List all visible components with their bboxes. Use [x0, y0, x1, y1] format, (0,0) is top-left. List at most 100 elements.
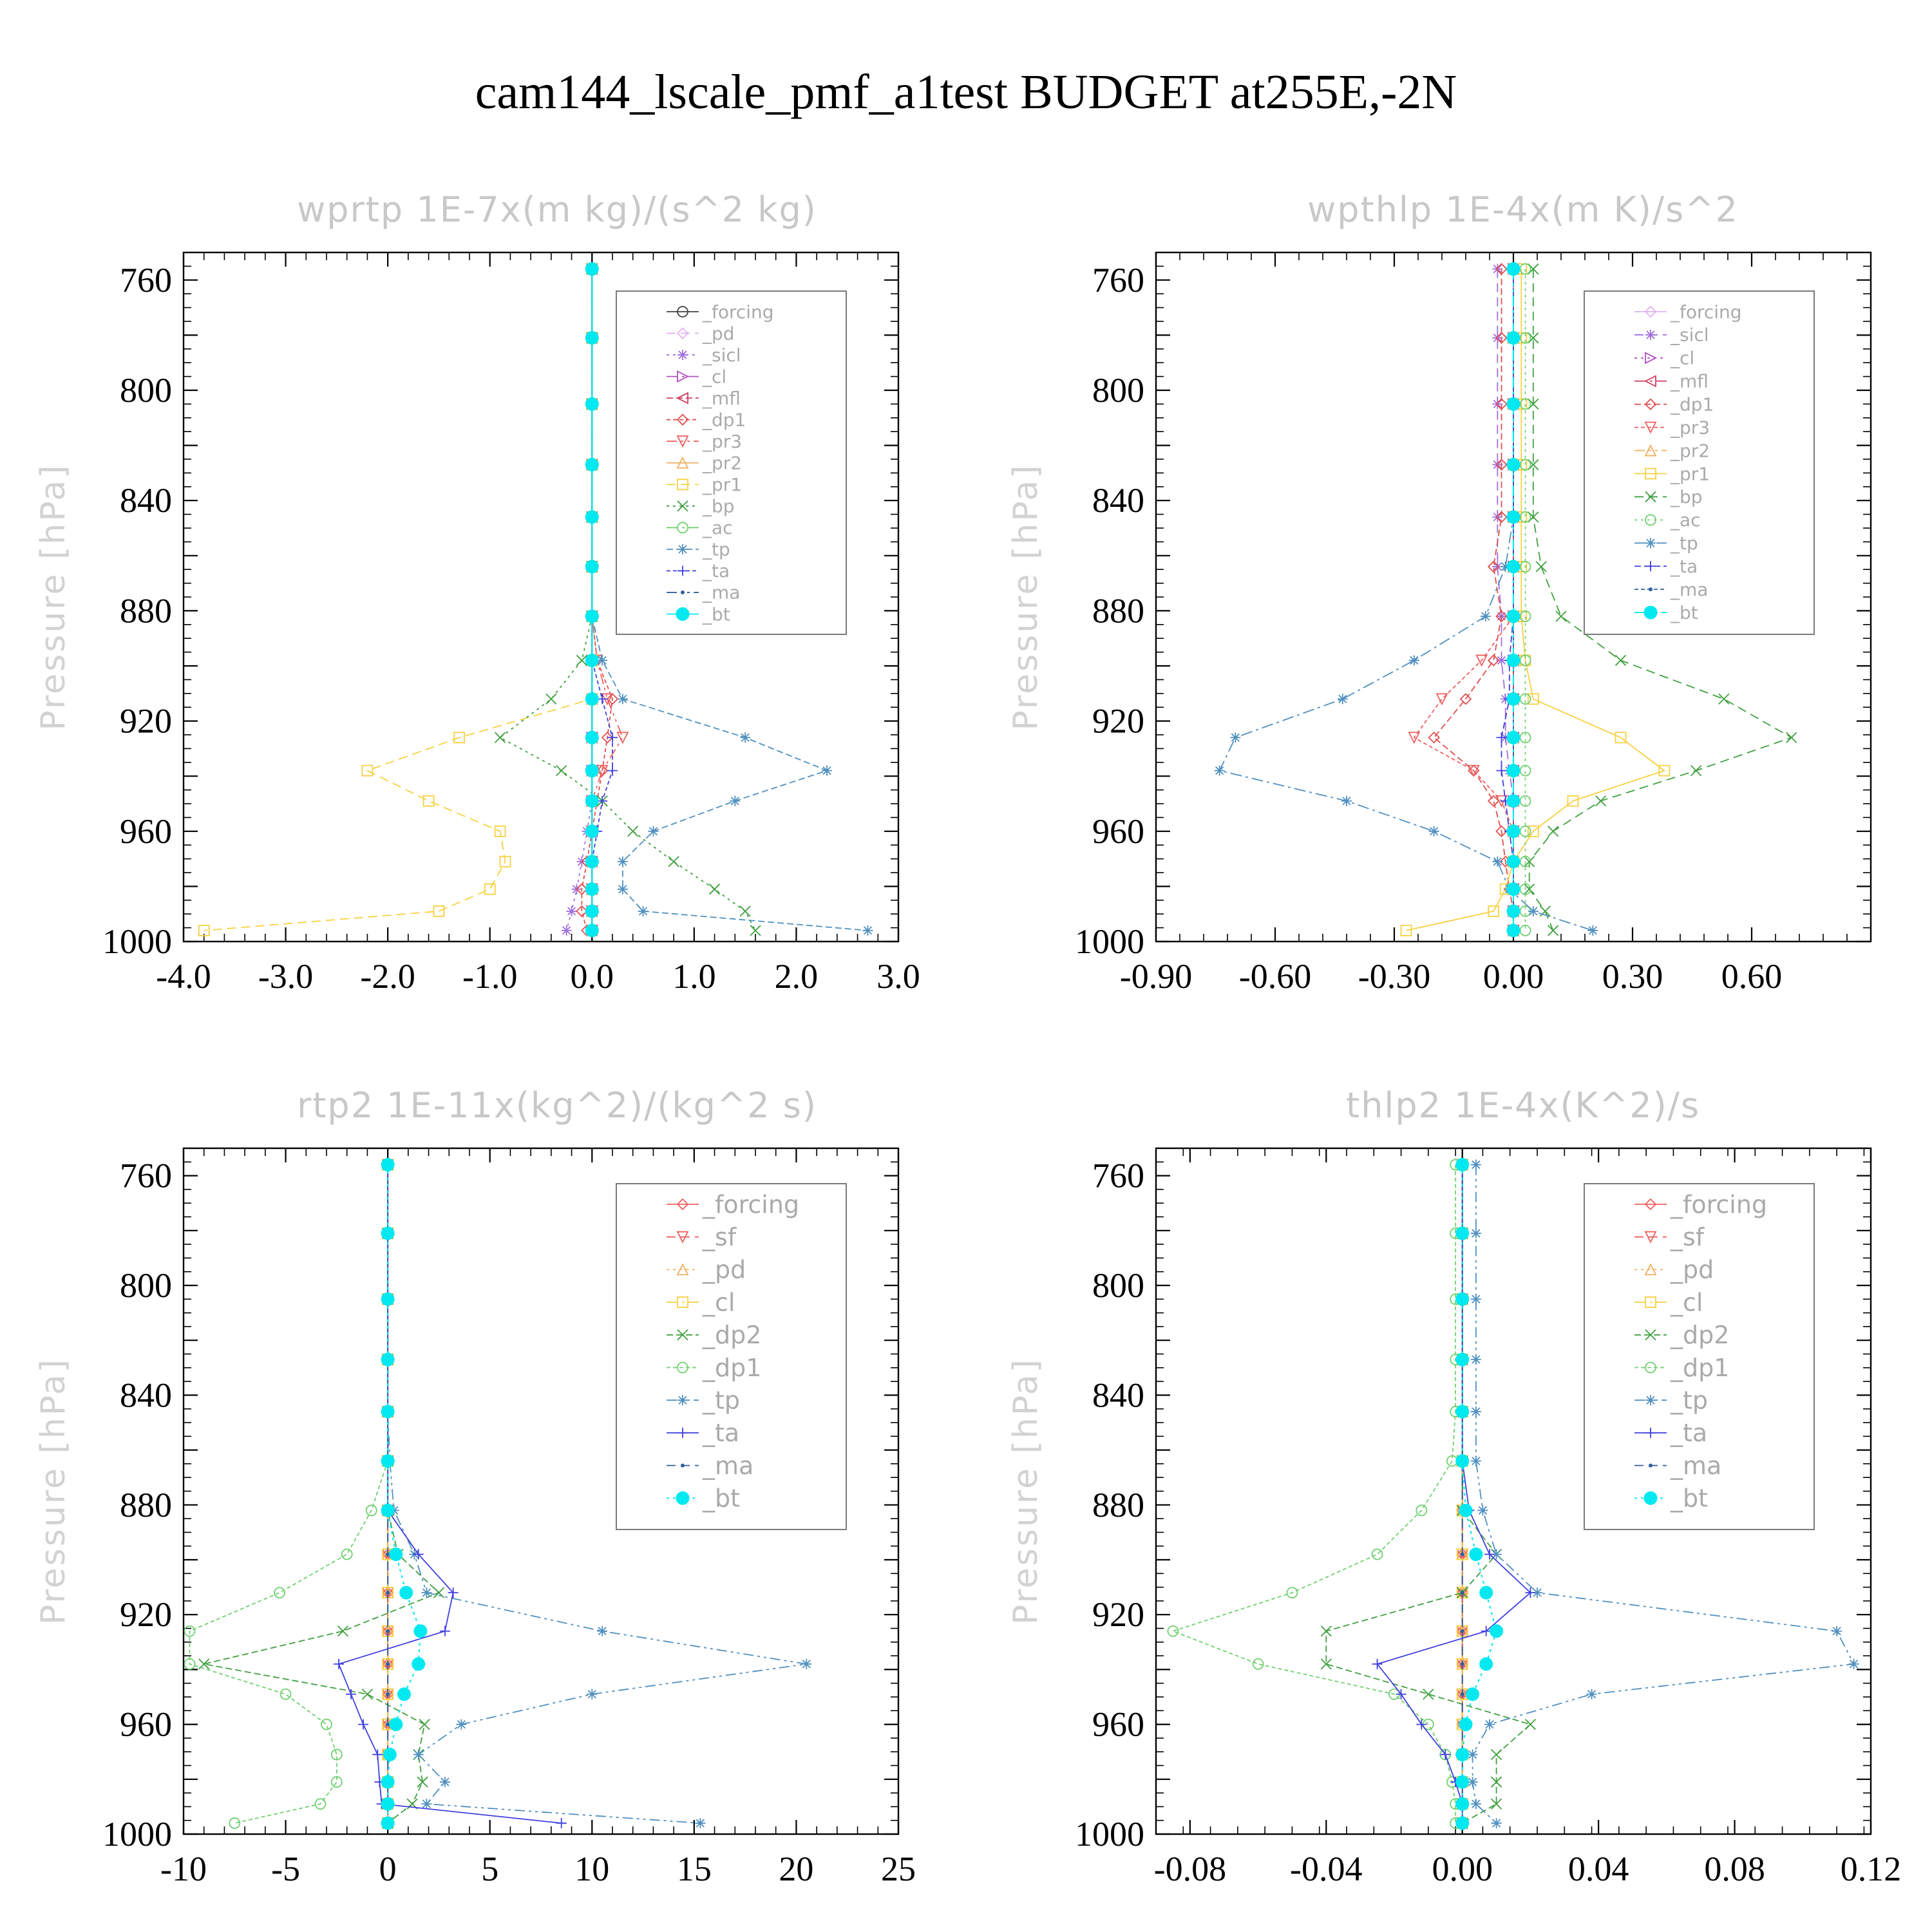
- legend-marker: [1649, 1463, 1653, 1468]
- legend-label: _tp: [702, 1387, 740, 1415]
- legend-marker: [677, 350, 688, 361]
- data-point: [576, 905, 588, 918]
- legend-marker: [676, 327, 689, 339]
- figure-title: cam144_lscale_pmf_a1test BUDGET at255E,-…: [475, 65, 1457, 119]
- data-point: [1495, 398, 1508, 410]
- data-point: [1832, 1625, 1842, 1636]
- y-tick-label: 840: [1092, 1376, 1144, 1414]
- legend-label: _forcing: [702, 301, 774, 323]
- legend-marker: [677, 1296, 688, 1308]
- data-point: [1506, 794, 1520, 808]
- data-point: [585, 262, 599, 276]
- legend-label: _dp2: [1670, 1321, 1729, 1349]
- legend-label: _forcing: [1670, 1190, 1767, 1218]
- data-point: [337, 1625, 349, 1637]
- data-point: [381, 1454, 395, 1468]
- data-point: [587, 1689, 598, 1700]
- legend-label: _tp: [1670, 533, 1698, 554]
- data-point: [274, 1587, 285, 1599]
- data-point: [1506, 730, 1520, 744]
- y-tick-label: 920: [1092, 1595, 1144, 1634]
- data-point: [1495, 459, 1508, 471]
- data-point: [439, 1777, 450, 1788]
- data-point: [386, 1591, 390, 1595]
- legend-marker: [677, 478, 688, 491]
- data-point: [1423, 1689, 1434, 1700]
- y-axis-label: Pressure [hPa]: [34, 1358, 73, 1625]
- data-point: [1490, 1624, 1504, 1638]
- legend-marker: [677, 1329, 688, 1341]
- data-point: [1490, 1748, 1502, 1761]
- series-tp: [1467, 1159, 1859, 1828]
- x-tick-label: -0.08: [1154, 1850, 1226, 1888]
- data-point: [381, 1503, 395, 1517]
- legend-marker: [1645, 1361, 1656, 1374]
- data-point: [585, 904, 599, 918]
- y-tick-label: 760: [1092, 1157, 1144, 1195]
- data-point: [358, 1719, 369, 1730]
- data-point: [648, 826, 659, 837]
- legend-marker: [677, 1395, 688, 1406]
- data-point: [494, 825, 506, 837]
- data-point: [638, 905, 649, 916]
- legend-label: _ac: [1670, 509, 1701, 531]
- data-point: [1506, 331, 1520, 345]
- data-point: [494, 732, 506, 743]
- legend-marker: [1645, 491, 1656, 503]
- data-point: [421, 1799, 432, 1810]
- data-point: [585, 397, 599, 411]
- y-axis-label: Pressure [hPa]: [1007, 464, 1045, 731]
- legend-marker: [677, 565, 688, 576]
- data-point: [1470, 1294, 1481, 1305]
- data-point: [1470, 1406, 1481, 1417]
- legend-label: _dp1: [702, 409, 746, 430]
- data-point: [1455, 1405, 1470, 1419]
- legend-marker: [1644, 444, 1657, 457]
- data-point: [750, 925, 761, 936]
- x-tick-label: -0.90: [1120, 957, 1192, 996]
- data-point: [597, 694, 608, 705]
- data-point: [417, 1776, 428, 1788]
- data-point: [1492, 332, 1503, 343]
- data-point: [184, 1658, 196, 1670]
- data-point: [399, 1586, 413, 1600]
- data-point: [381, 1226, 395, 1240]
- legend-marker: [1649, 587, 1653, 592]
- legend-label: _forcing: [1670, 301, 1742, 323]
- data-point: [1492, 511, 1503, 522]
- data-point: [389, 1547, 403, 1561]
- data-point: [730, 795, 741, 806]
- data-point: [433, 905, 445, 917]
- data-point: [1506, 397, 1520, 411]
- data-point: [1506, 923, 1520, 938]
- chart-panel: rtp2 1E-11x(kg^2)/(kg^2 s) Pressure [hPa]…: [34, 1085, 916, 1888]
- data-point: [386, 1552, 390, 1557]
- data-point: [1337, 694, 1348, 705]
- data-point: [1484, 1719, 1495, 1730]
- data-point: [448, 1587, 459, 1598]
- data-point: [1496, 765, 1507, 776]
- data-point: [1408, 732, 1421, 744]
- data-point: [1467, 1749, 1478, 1760]
- legend-label: _sicl: [702, 345, 741, 366]
- data-point: [1416, 1719, 1427, 1730]
- data-point: [585, 560, 599, 574]
- data-point: [1492, 856, 1503, 867]
- data-point: [1167, 1625, 1179, 1637]
- legend-marker: [676, 392, 688, 404]
- legend-box: [1584, 290, 1815, 635]
- x-tick-label: 0.00: [1483, 957, 1544, 996]
- data-point: [1460, 1591, 1464, 1595]
- data-point: [1506, 904, 1520, 918]
- data-point: [1470, 1228, 1481, 1239]
- data-point: [314, 1798, 327, 1810]
- legend-label: _ma: [1670, 579, 1708, 600]
- data-point: [381, 1816, 395, 1830]
- x-tick-label: 25: [881, 1850, 916, 1888]
- data-point: [1469, 1547, 1483, 1561]
- legend-marker: [1644, 1198, 1657, 1211]
- data-point: [566, 905, 577, 916]
- data-point: [596, 764, 609, 777]
- data-point: [184, 1625, 196, 1637]
- data-point: [668, 856, 679, 867]
